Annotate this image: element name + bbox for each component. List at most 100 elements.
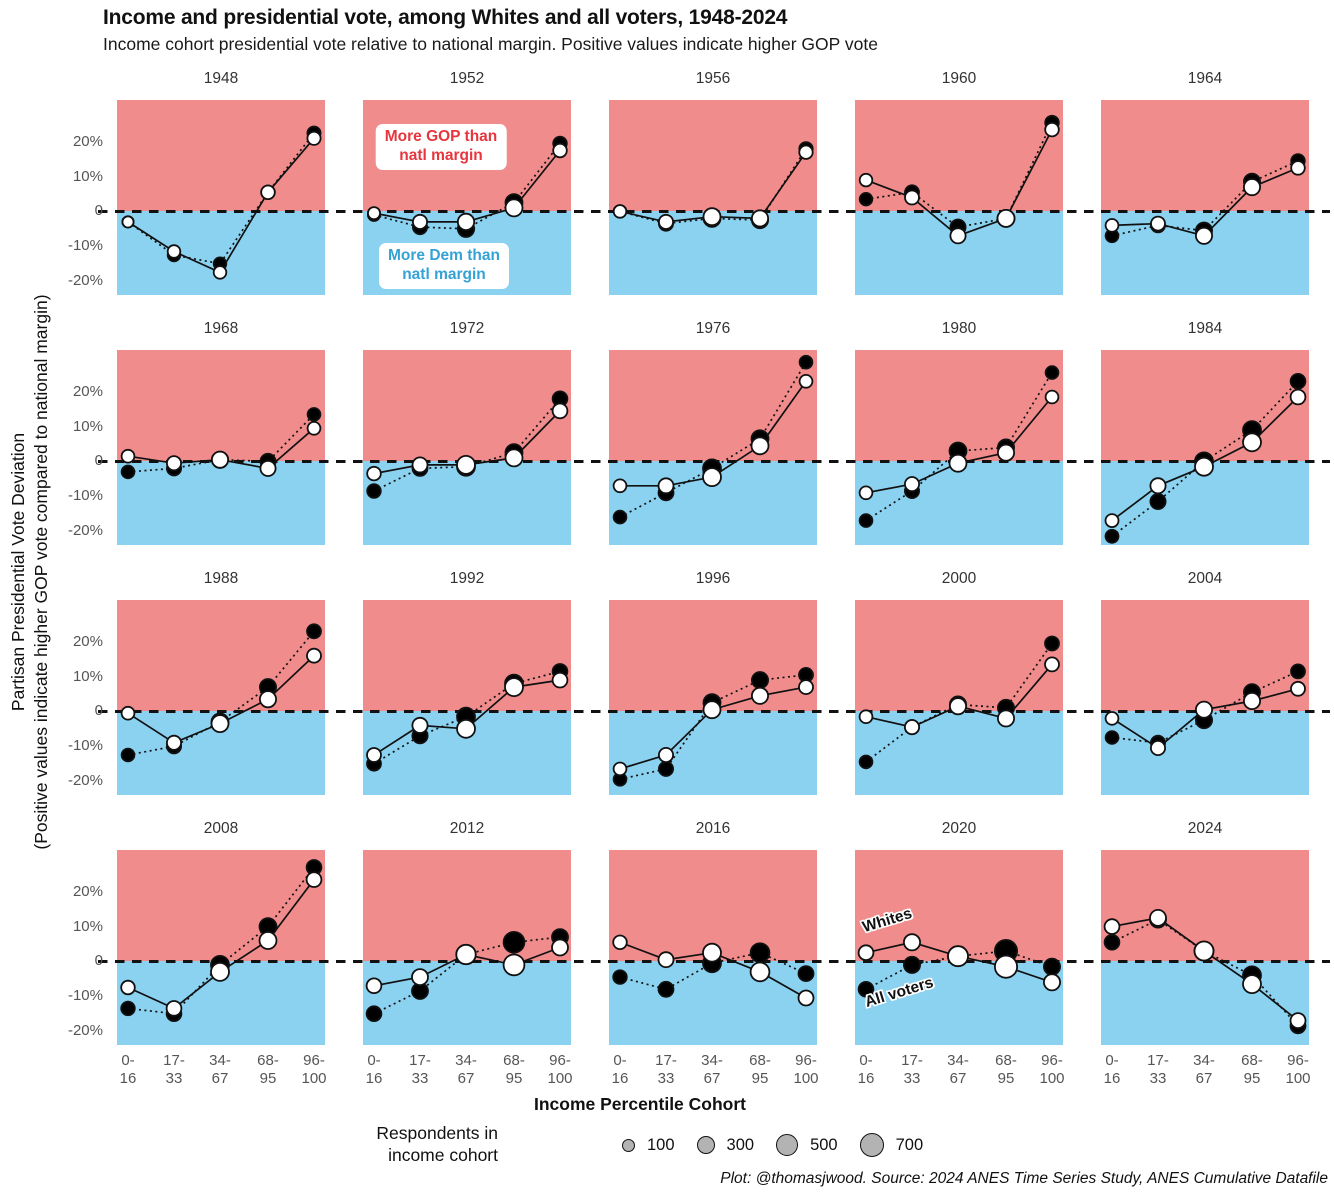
whites-point: [366, 747, 382, 763]
size-legend-circle-icon: [622, 1138, 635, 1152]
dem-region: [363, 961, 571, 1045]
whites-point: [1149, 477, 1167, 495]
whites-point: [259, 459, 277, 477]
all-voters-point: [306, 623, 322, 640]
all-voters-point: [1289, 372, 1307, 390]
whites-point: [702, 942, 722, 963]
all-voters-point: [612, 969, 628, 985]
all-voters-line: [373, 398, 561, 492]
facet-year-label-2012: 2012: [449, 820, 485, 837]
all-voters-point: [365, 1005, 383, 1023]
whites-line: [127, 879, 315, 1010]
size-legend-value: 700: [895, 1135, 924, 1154]
x-tick-label: 34- 67: [701, 1052, 723, 1087]
panel-data-1980: [858, 365, 1060, 528]
whites-point: [120, 979, 136, 996]
panel-data-2004: [1104, 663, 1306, 756]
y-tick-label: -20%: [67, 522, 103, 540]
size-legend-value: 300: [726, 1135, 755, 1154]
whites-point: [903, 933, 922, 952]
all-voters-point: [749, 942, 771, 963]
whites-point: [904, 189, 920, 206]
all-voters-point: [903, 955, 922, 974]
size-legend-item: 100: [622, 1136, 675, 1155]
whites-point: [1289, 1012, 1307, 1030]
whites-point: [1290, 160, 1306, 176]
whites-point: [612, 478, 628, 494]
x-tick-label: 96- 100: [1039, 1052, 1065, 1087]
whites-point: [798, 373, 814, 389]
all-voters-line: [619, 674, 807, 781]
whites-point: [504, 448, 524, 468]
whites-point: [1242, 178, 1261, 197]
whites-point: [121, 215, 135, 229]
x-tick-label: 68- 95: [749, 1052, 771, 1087]
size-legend-items: 100 300 500 700: [622, 1122, 945, 1168]
x-tick-label: 17- 33: [409, 1052, 431, 1087]
panel-background-1948: [117, 100, 325, 295]
y-tick-label: -20%: [67, 272, 103, 290]
dem-region: [855, 461, 1063, 545]
panel-background-2020: [855, 850, 1063, 1045]
x-tick-label: 34- 67: [455, 1052, 477, 1087]
gop-region: [117, 350, 325, 462]
panel-data-2012: [365, 928, 569, 1023]
y-tick-label: 20%: [72, 132, 103, 150]
facet-year-label-1952: 1952: [449, 70, 485, 87]
source-caption: Plot: @thomasjwood. Source: 2024 ANES Ti…: [720, 1170, 1328, 1187]
whites-point: [1149, 909, 1167, 927]
facet-year-label-2004: 2004: [1187, 570, 1223, 587]
panel-background-1956: [609, 100, 817, 295]
all-voters-line: [865, 643, 1053, 763]
panel-data-1964: [1104, 153, 1306, 245]
size-legend-title: Respondents in income cohort: [330, 1122, 498, 1166]
whites-point: [305, 871, 323, 888]
x-tick-label: 96- 100: [301, 1052, 327, 1087]
x-tick-label: 0- 16: [1103, 1052, 1121, 1087]
panel-data-1992: [366, 663, 569, 772]
y-tick-label: 10%: [72, 167, 103, 185]
all-voters-line: [127, 132, 315, 265]
y-tick-label: -10%: [67, 237, 103, 255]
whites-point: [365, 977, 383, 995]
panel-background-1964: [1101, 100, 1309, 295]
whites-point: [996, 709, 1015, 728]
x-tick-label: 96- 100: [547, 1052, 573, 1087]
whites-point: [455, 943, 477, 966]
dem-region: [855, 711, 1063, 795]
whites-point: [456, 212, 476, 232]
all-voters-point: [750, 671, 769, 690]
x-tick-label: 34- 67: [947, 1052, 969, 1087]
panel-data-2024: [1103, 909, 1307, 1035]
whites-point: [1195, 700, 1214, 719]
whites-point: [306, 421, 322, 436]
y-tick-label: -20%: [67, 772, 103, 790]
whites-point: [750, 436, 770, 456]
whites-line: [127, 137, 315, 274]
panel-data-1956: [612, 141, 814, 232]
whites-point: [658, 213, 675, 230]
panel-data-2008: [120, 859, 323, 1023]
dem-annotation-box: More Dem than natl margin: [379, 243, 509, 289]
x-tick-label: 17- 33: [1147, 1052, 1169, 1087]
whites-point: [1104, 513, 1120, 529]
whites-point: [1042, 973, 1061, 992]
facet-year-label-2008: 2008: [203, 820, 239, 837]
gop-region: [609, 600, 817, 712]
all-voters-point: [612, 509, 628, 525]
y-tick-label: -20%: [67, 1022, 103, 1040]
y-tick-label: -10%: [67, 487, 103, 505]
y-tick-label: 0: [94, 952, 103, 970]
whites-point: [904, 719, 921, 736]
x-tick-label: 34- 67: [1193, 1052, 1215, 1087]
x-tick-label: 17- 33: [901, 1052, 923, 1087]
panel-background-1996: [609, 600, 817, 795]
y-axis-title-line1: Partisan Presidential Vote Deviation: [8, 432, 28, 712]
x-tick-label: 17- 33: [655, 1052, 677, 1087]
facet-year-label-1948: 1948: [203, 70, 239, 87]
whites-point: [456, 455, 476, 475]
gop-region: [363, 850, 571, 962]
whites-point: [1242, 974, 1262, 995]
whites-point: [165, 1000, 183, 1017]
